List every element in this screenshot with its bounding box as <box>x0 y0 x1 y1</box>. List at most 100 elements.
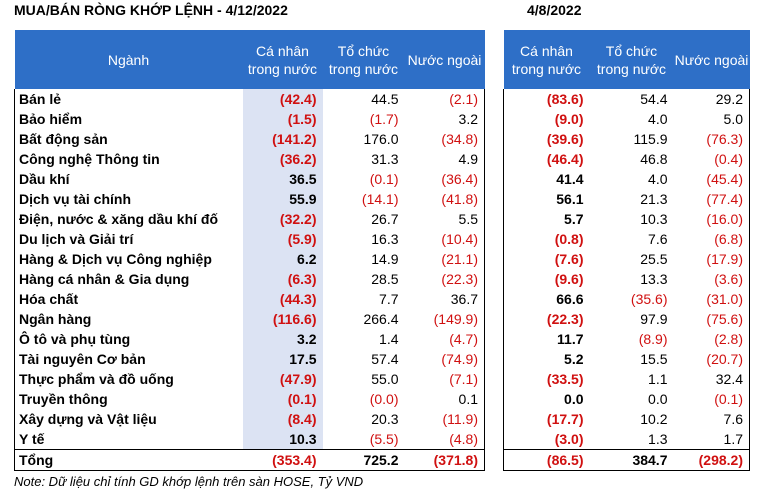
foreign-cell: (4.7) <box>404 329 485 349</box>
foreign-cell: 3.2 <box>404 109 485 129</box>
individual-cell: 3.2 <box>242 329 323 349</box>
institution-cell: 725.2 <box>322 449 405 471</box>
institution-cell: 57.4 <box>371 351 399 367</box>
foreign-cell: 7.6 <box>673 409 750 429</box>
foreign-cell: (76.3) <box>673 129 750 149</box>
institution-cell: (0.1) <box>369 171 399 187</box>
institution-cell: 266.4 <box>363 311 399 327</box>
sector-name-cell: Tổng <box>14 449 243 471</box>
foreign-cell: (16.0) <box>673 209 750 229</box>
foreign-cell: 32.4 <box>673 369 750 389</box>
individual-cell: (8.4) <box>242 409 323 429</box>
sector-name-cell: Bảo hiểm <box>14 109 243 129</box>
individual-cell: 5.2 <box>503 349 590 369</box>
left-header-row: Ngành Cá nhân trong nước Tổ chức trong n… <box>14 30 485 89</box>
sector-name-cell: Công nghệ Thông tin <box>14 149 243 169</box>
right-table-title: 4/8/2022 <box>527 2 582 18</box>
individual-cell: 66.6 <box>503 289 590 309</box>
right-header-row: Cá nhân trong nước Tổ chức trong nước Nư… <box>503 30 750 89</box>
foreign-cell: (45.4) <box>673 169 750 189</box>
table-row: (83.6) 54.4 29.2 <box>503 89 750 109</box>
foreign-cell: (0.1) <box>673 389 750 409</box>
table-row: (9.6) 13.3 (3.6) <box>503 269 750 289</box>
table-row: 0.0 0.0 (0.1) <box>503 389 750 409</box>
sector-name-cell: Bán lẻ <box>14 89 243 109</box>
sector-name-cell: Y tế <box>14 429 243 450</box>
header-individual: Cá nhân trong nước <box>503 30 590 89</box>
table-row: Dịch vụ tài chính 55.9 (14.1) (41.8) <box>14 189 485 209</box>
table-row: Điện, nước & xăng dầu khí đố (32.2) 26.7 5.… <box>14 209 485 229</box>
foreign-cell: (0.4) <box>673 149 750 169</box>
individual-cell: (47.9) <box>242 369 323 389</box>
individual-cell: 5.7 <box>503 209 590 229</box>
table-row: Bán lẻ (42.4) 44.5 (2.1) <box>14 89 485 109</box>
individual-cell: (6.3) <box>242 269 323 289</box>
foreign-cell: (34.8) <box>404 129 485 149</box>
institution-cell: 14.9 <box>371 251 399 267</box>
table-row: (9.0) 4.0 5.0 <box>503 109 750 129</box>
institution-cell: 13.3 <box>640 271 668 287</box>
header-institution: Tổ chức trong nước <box>589 30 674 89</box>
individual-cell: (7.6) <box>503 249 590 269</box>
right-net-buy-sell-table: Cá nhân trong nước Tổ chức trong nước Nư… <box>503 30 750 471</box>
header-institution: Tổ chức trong nước <box>322 30 405 89</box>
institution-cell: 44.5 <box>371 91 399 107</box>
table-row: (33.5) 1.1 32.4 <box>503 369 750 389</box>
institution-cell: 20.3 <box>371 411 399 427</box>
institution-cell: 55.0 <box>371 371 399 387</box>
foreign-cell: 1.7 <box>673 429 750 450</box>
foreign-cell: (74.9) <box>404 349 485 369</box>
individual-cell: 11.7 <box>503 329 590 349</box>
header-foreign: Nước ngoài <box>404 30 485 89</box>
institution-cell: 28.5 <box>371 271 399 287</box>
institution-cell: (5.5) <box>369 431 399 447</box>
total-row: Tổng (353.4) 725.2 (371.8) <box>14 449 485 471</box>
individual-cell: (39.6) <box>503 129 590 149</box>
individual-cell: (86.5) <box>503 449 590 471</box>
sector-name-cell: Truyền thông <box>14 389 243 409</box>
institution-cell: (35.6) <box>630 291 668 307</box>
institution-cell: 115.9 <box>633 131 668 147</box>
sector-name-cell: Điện, nước & xăng dầu khí đố <box>14 209 243 229</box>
individual-cell: 6.2 <box>242 249 323 269</box>
foreign-cell: (36.4) <box>404 169 485 189</box>
individual-cell: (353.4) <box>242 449 323 471</box>
table-row: Xây dựng và Vật liệu (8.4) 20.3 (11.9) <box>14 409 485 429</box>
individual-cell: (1.5) <box>242 109 323 129</box>
individual-cell: 55.9 <box>242 189 323 209</box>
table-row: (7.6) 25.5 (17.9) <box>503 249 750 269</box>
sector-name-cell: Bất động sản <box>14 129 243 149</box>
foreign-cell: 5.0 <box>673 109 750 129</box>
table-row: Công nghệ Thông tin (36.2) 31.3 4.9 <box>14 149 485 169</box>
foreign-cell: (21.1) <box>404 249 485 269</box>
institution-cell: (8.9) <box>638 331 668 347</box>
institution-cell: 1.4 <box>379 331 399 347</box>
table-row: (39.6) 115.9 (76.3) <box>503 129 750 149</box>
individual-cell: (32.2) <box>242 209 323 229</box>
table-row: Bảo hiểm (1.5) (1.7) 3.2 <box>14 109 485 129</box>
table-row: Dầu khí 36.5 (0.1) (36.4) <box>14 169 485 189</box>
table-row: Truyền thông (0.1) (0.0) 0.1 <box>14 389 485 409</box>
header-sector: Ngành <box>14 30 243 89</box>
table-row: (3.0) 1.3 1.7 <box>503 429 750 450</box>
table-row: 5.7 10.3 (16.0) <box>503 209 750 229</box>
sector-name-cell: Hóa chất <box>14 289 243 309</box>
sector-name-cell: Tài nguyên Cơ bản <box>14 349 243 369</box>
foreign-cell: (10.4) <box>404 229 485 249</box>
foreign-cell: (6.8) <box>673 229 750 249</box>
institution-cell: 1.3 <box>648 431 668 447</box>
table-row: (22.3) 97.9 (75.6) <box>503 309 750 329</box>
table-row: Ô tô và phụ tùng 3.2 1.4 (4.7) <box>14 329 485 349</box>
individual-cell: 36.5 <box>242 169 323 189</box>
foreign-cell: (77.4) <box>673 189 750 209</box>
footnote: Note: Dữ liệu chỉ tính GD khớp lệnh trên… <box>14 474 364 489</box>
institution-cell: 4.0 <box>648 111 668 127</box>
individual-cell: (141.2) <box>242 129 323 149</box>
institution-cell: 4.0 <box>648 171 668 187</box>
foreign-cell: (31.0) <box>673 289 750 309</box>
institution-cell: 21.3 <box>640 191 668 207</box>
institution-cell: 176.0 <box>363 131 399 147</box>
institution-cell: 1.1 <box>648 371 668 387</box>
institution-cell: (14.1) <box>361 191 399 207</box>
table-row: Bất động sản (141.2) 176.0 (34.8) <box>14 129 485 149</box>
